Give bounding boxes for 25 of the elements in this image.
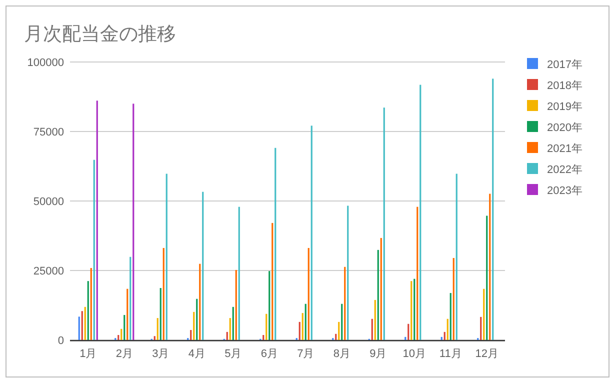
x-tick-label: 1月 [80, 348, 97, 360]
legend-label: 2021年 [547, 143, 582, 155]
legend-label: 2017年 [547, 59, 582, 71]
x-tick-label: 5月 [224, 348, 242, 360]
y-tick-label: 0 [58, 335, 64, 347]
x-tick-label: 10月 [402, 348, 426, 360]
legend-label: 2023年 [547, 185, 582, 197]
y-tick-label: 50000 [33, 196, 64, 208]
x-tick-label: 3月 [152, 348, 170, 360]
x-tick-label: 12月 [475, 348, 498, 360]
y-tick-label: 25000 [33, 266, 64, 278]
chart-title: 月次配当金の推移 [24, 24, 176, 45]
legend-label: 2022年 [547, 164, 582, 176]
y-tick-label: 100000 [27, 57, 64, 69]
legend-label: 2019年 [547, 101, 582, 113]
x-tick-label: 8月 [333, 348, 350, 360]
x-tick-label: 11月 [439, 348, 462, 360]
y-tick-label: 75000 [33, 126, 64, 138]
x-tick-label: 9月 [370, 348, 387, 360]
x-tick-label: 2月 [116, 348, 133, 360]
legend-label: 2018年 [547, 80, 582, 92]
x-tick-label: 4月 [188, 348, 206, 360]
x-tick-label: 7月 [297, 348, 314, 360]
x-tick-label: 6月 [260, 348, 278, 360]
legend-label: 2020年 [547, 122, 582, 134]
